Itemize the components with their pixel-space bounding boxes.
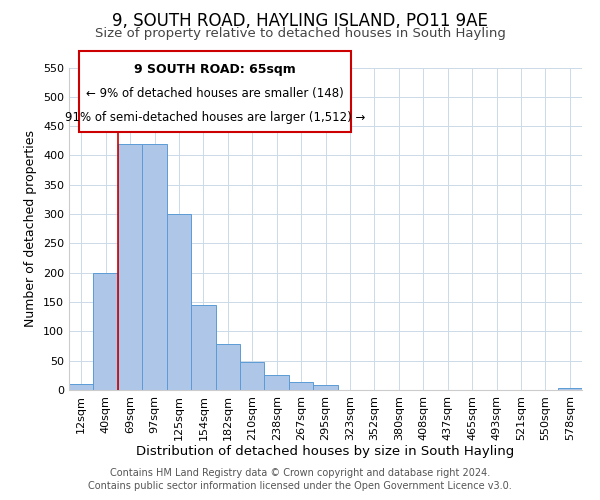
Text: Size of property relative to detached houses in South Hayling: Size of property relative to detached ho… <box>95 28 505 40</box>
FancyBboxPatch shape <box>79 52 351 132</box>
Bar <box>94 272 118 390</box>
X-axis label: Distribution of detached houses by size in South Hayling: Distribution of detached houses by size … <box>136 446 515 458</box>
Bar <box>557 388 582 390</box>
Text: 9, SOUTH ROAD, HAYLING ISLAND, PO11 9AE: 9, SOUTH ROAD, HAYLING ISLAND, PO11 9AE <box>112 12 488 30</box>
Bar <box>215 344 240 390</box>
Text: ← 9% of detached houses are smaller (148): ← 9% of detached houses are smaller (148… <box>86 87 344 100</box>
Text: 9 SOUTH ROAD: 65sqm: 9 SOUTH ROAD: 65sqm <box>134 62 296 76</box>
Text: Contains HM Land Registry data © Crown copyright and database right 2024.: Contains HM Land Registry data © Crown c… <box>110 468 490 477</box>
Y-axis label: Number of detached properties: Number of detached properties <box>25 130 37 327</box>
Bar <box>265 376 289 390</box>
Bar <box>289 382 313 390</box>
Bar <box>118 144 142 390</box>
Bar <box>69 384 94 390</box>
Bar <box>142 144 167 390</box>
Bar <box>240 362 265 390</box>
Bar <box>313 386 338 390</box>
Bar <box>191 305 215 390</box>
Text: 91% of semi-detached houses are larger (1,512) →: 91% of semi-detached houses are larger (… <box>65 111 365 124</box>
Text: Contains public sector information licensed under the Open Government Licence v3: Contains public sector information licen… <box>88 481 512 491</box>
Bar <box>167 214 191 390</box>
